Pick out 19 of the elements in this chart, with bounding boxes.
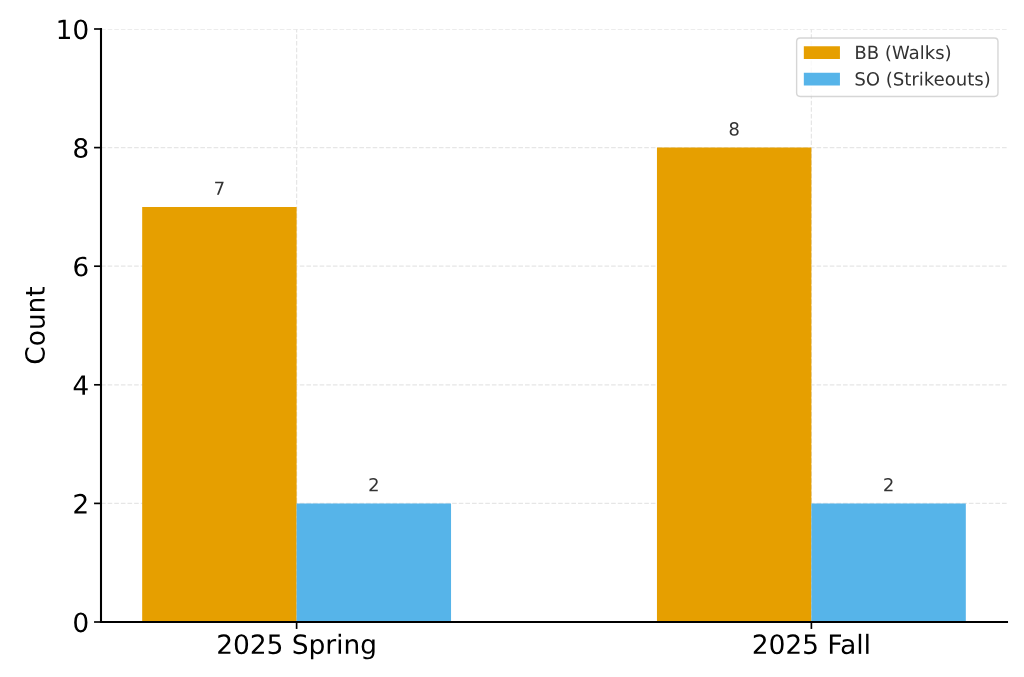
data-label: 2 <box>369 477 378 492</box>
y-tick-label: 10 <box>58 19 88 40</box>
y-tick-label: 4 <box>73 375 88 395</box>
bar <box>142 206 297 622</box>
data-label: 2 <box>884 477 893 492</box>
y-tick-label: 0 <box>74 612 88 633</box>
y-tick-label: 6 <box>74 256 88 277</box>
data-label: 8 <box>729 122 739 136</box>
bar <box>656 147 812 622</box>
data-label: 7 <box>215 181 224 195</box>
bar <box>296 503 452 622</box>
y-tick-label: 8 <box>74 138 88 158</box>
y-tick-label: 2 <box>74 493 87 514</box>
y-axis-title: Count <box>24 286 45 364</box>
x-tick-label: 2025 Spring <box>218 633 375 660</box>
x-tick-label: 2025 Fall <box>753 633 869 655</box>
legend-label: SO (Strikeouts) <box>855 71 990 88</box>
bar <box>811 503 966 622</box>
legend-label: BB (Walks) <box>856 45 951 62</box>
